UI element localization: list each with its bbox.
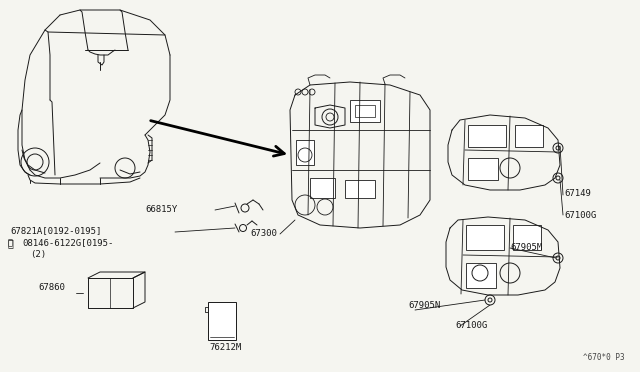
Text: 08146-6122G[0195-: 08146-6122G[0195- [22,238,113,247]
Text: (2): (2) [30,250,46,260]
Text: 66815Y: 66815Y [146,205,178,215]
Bar [513,225,541,250]
Bar [350,100,380,122]
Bar [345,180,375,198]
Bar [468,125,506,147]
Text: Ⓑ: Ⓑ [8,238,13,247]
Bar [515,125,543,147]
Text: ^670*0 P3: ^670*0 P3 [584,353,625,362]
Bar [468,158,498,180]
Text: 67860: 67860 [38,283,65,292]
Bar [466,263,496,288]
Text: Ⓑ: Ⓑ [8,238,14,248]
Text: 67300: 67300 [250,230,277,238]
Text: 67100G: 67100G [455,321,487,330]
Text: 67821A[0192-0195]: 67821A[0192-0195] [10,227,101,235]
Text: 67905N: 67905N [408,301,440,311]
Text: 76212M: 76212M [209,343,241,353]
Bar [208,302,236,340]
Text: 67905M: 67905M [510,244,542,253]
Bar [466,225,504,250]
Text: 67149: 67149 [564,189,591,198]
Bar [296,140,314,165]
Text: 67100G: 67100G [564,211,596,219]
Bar [310,178,335,198]
Bar [355,105,375,117]
